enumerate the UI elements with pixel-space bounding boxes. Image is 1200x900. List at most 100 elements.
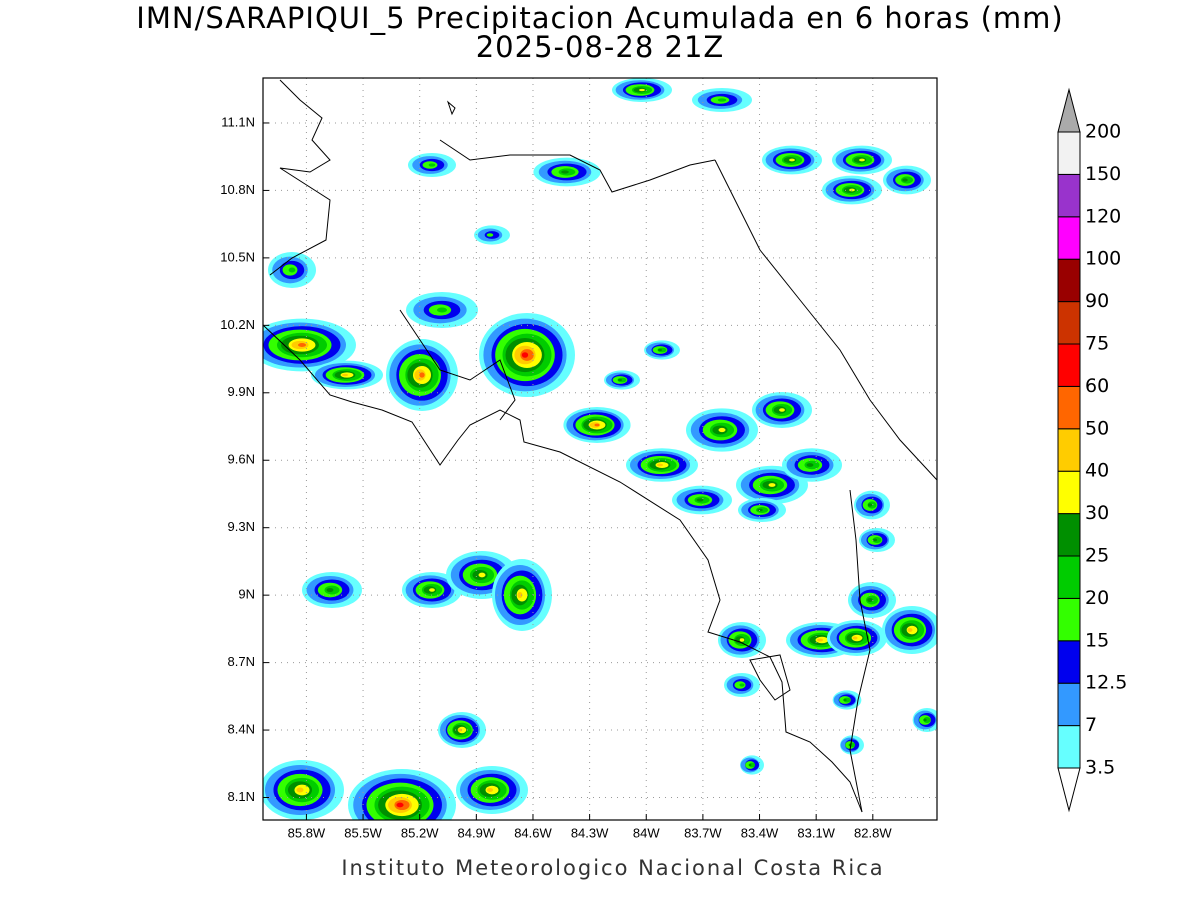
x-tick-label: 83.7W xyxy=(684,825,722,840)
y-tick-label: 9N xyxy=(238,587,255,602)
chart-subtitle: 2025-08-28 21Z xyxy=(476,30,725,64)
colorbar-box xyxy=(1057,682,1081,727)
precip-cell xyxy=(843,698,847,702)
precip-cell xyxy=(617,378,623,382)
precip-cell xyxy=(436,307,448,313)
border xyxy=(849,489,871,813)
coastline xyxy=(263,324,863,813)
precip-cell xyxy=(288,267,296,273)
precip-cell xyxy=(816,638,824,642)
colorbar: 3.5 7 12.5 15 20 25 30 40 50 60 75 90 100 120 150 200 xyxy=(1057,87,1127,813)
precip-cell xyxy=(779,408,785,412)
colorbar-box xyxy=(1057,258,1081,303)
precip-cell xyxy=(843,697,851,703)
y-tick-label: 10.2N xyxy=(220,317,255,332)
colorbar-box xyxy=(1057,640,1081,684)
colorbar-label: 25 xyxy=(1085,545,1109,567)
precip-cell xyxy=(768,483,776,487)
coastlines xyxy=(263,79,937,813)
precip-cell xyxy=(419,372,425,378)
colorbar-box xyxy=(1057,343,1081,387)
precip-cell xyxy=(923,718,927,722)
precip-cell xyxy=(806,463,814,467)
precipitation-field xyxy=(263,78,937,820)
colorbar-box xyxy=(1057,301,1081,345)
y-tick-label: 8.4N xyxy=(228,721,255,736)
precip-cell xyxy=(486,233,494,237)
precip-cell xyxy=(907,627,913,633)
y-tick-label: 11.1N xyxy=(221,114,255,129)
x-tick-label: 85.8W xyxy=(288,825,326,840)
precip-cell xyxy=(739,638,745,642)
x-tick-label: 84.6W xyxy=(514,825,552,840)
precip-cell xyxy=(429,588,435,592)
x-tick-label: 83.1W xyxy=(797,825,835,840)
precip-cell xyxy=(457,728,463,732)
precip-cell xyxy=(739,683,745,687)
x-tick-label: 84W xyxy=(633,825,660,840)
colorbar-label: 50 xyxy=(1085,417,1109,439)
precip-cell xyxy=(867,597,873,603)
precip-cell xyxy=(872,538,878,542)
colorbar-box xyxy=(1057,131,1081,175)
colorbar-box xyxy=(1057,385,1081,430)
precip-cell xyxy=(296,787,304,793)
y-tick-label: 10.8N xyxy=(220,182,255,197)
y-tick-label: 8.1N xyxy=(228,789,255,804)
y-tick-label: 10.5N xyxy=(220,249,255,264)
precip-cell xyxy=(521,352,529,358)
precip-cell xyxy=(749,762,755,768)
y-tick-label: 8.7N xyxy=(228,654,255,669)
precip-cell xyxy=(396,802,404,808)
colorbar-box xyxy=(1057,428,1081,472)
colorbar-label: 20 xyxy=(1085,587,1109,609)
precip-cell xyxy=(923,717,931,723)
x-tick-label: 84.9W xyxy=(458,825,496,840)
footer: Instituto Meteorologico Nacional Costa R… xyxy=(341,856,884,880)
precip-cell xyxy=(867,503,873,507)
colorbar-box xyxy=(1057,725,1081,769)
precip-cell xyxy=(517,591,523,599)
precip-cell xyxy=(298,343,306,347)
chart-title: IMN/SARAPIQUI_5 Precipitacion Acumulada … xyxy=(136,1,1063,35)
precip-cell xyxy=(341,373,349,377)
colorbar-box xyxy=(1057,555,1081,599)
colorbar-label: 40 xyxy=(1085,460,1109,482)
precip-cell xyxy=(428,163,436,167)
precip-cell xyxy=(656,463,664,467)
map-frame xyxy=(262,77,938,821)
colorbar-box xyxy=(1057,513,1081,557)
coastline xyxy=(446,100,791,701)
colorbar-under xyxy=(1057,767,1081,813)
x-tick-label: 84.3W xyxy=(571,825,609,840)
precip-cell xyxy=(718,427,726,433)
colorbar-box xyxy=(1057,216,1081,260)
colorbar-box xyxy=(1057,597,1081,642)
precip-cell xyxy=(478,572,486,578)
colorbar-label: 100 xyxy=(1085,248,1121,270)
colorbar-label: 90 xyxy=(1085,290,1109,312)
colorbar-label: 12.5 xyxy=(1085,672,1127,694)
x-tick-label: 85.2W xyxy=(401,825,439,840)
precip-cell xyxy=(789,158,795,162)
precip-cell xyxy=(639,88,645,92)
precip-cell xyxy=(326,587,334,593)
colorbar-label: 75 xyxy=(1085,333,1109,355)
colorbar-label: 150 xyxy=(1085,163,1121,185)
precip-cell xyxy=(657,348,663,352)
colorbar-label: 120 xyxy=(1085,205,1121,227)
precip-cell xyxy=(717,98,727,102)
colorbar-label: 30 xyxy=(1085,502,1109,524)
precip-cell xyxy=(561,170,569,174)
colorbar-label: 15 xyxy=(1085,629,1109,651)
y-tick-label: 9.9N xyxy=(228,384,255,399)
colorbar-label: 200 xyxy=(1085,121,1121,143)
precip-cell xyxy=(859,158,865,162)
precip-cell xyxy=(594,423,600,427)
x-tick-label: 85.5W xyxy=(344,825,382,840)
grid: 85.8W 85.5W 85.2W 84.9W 84.6W 84.3W 84W 83.7W 83… xyxy=(220,78,937,840)
precip-cell xyxy=(486,787,494,793)
colorbar-label: 7 xyxy=(1085,714,1097,736)
coastline xyxy=(269,79,331,276)
